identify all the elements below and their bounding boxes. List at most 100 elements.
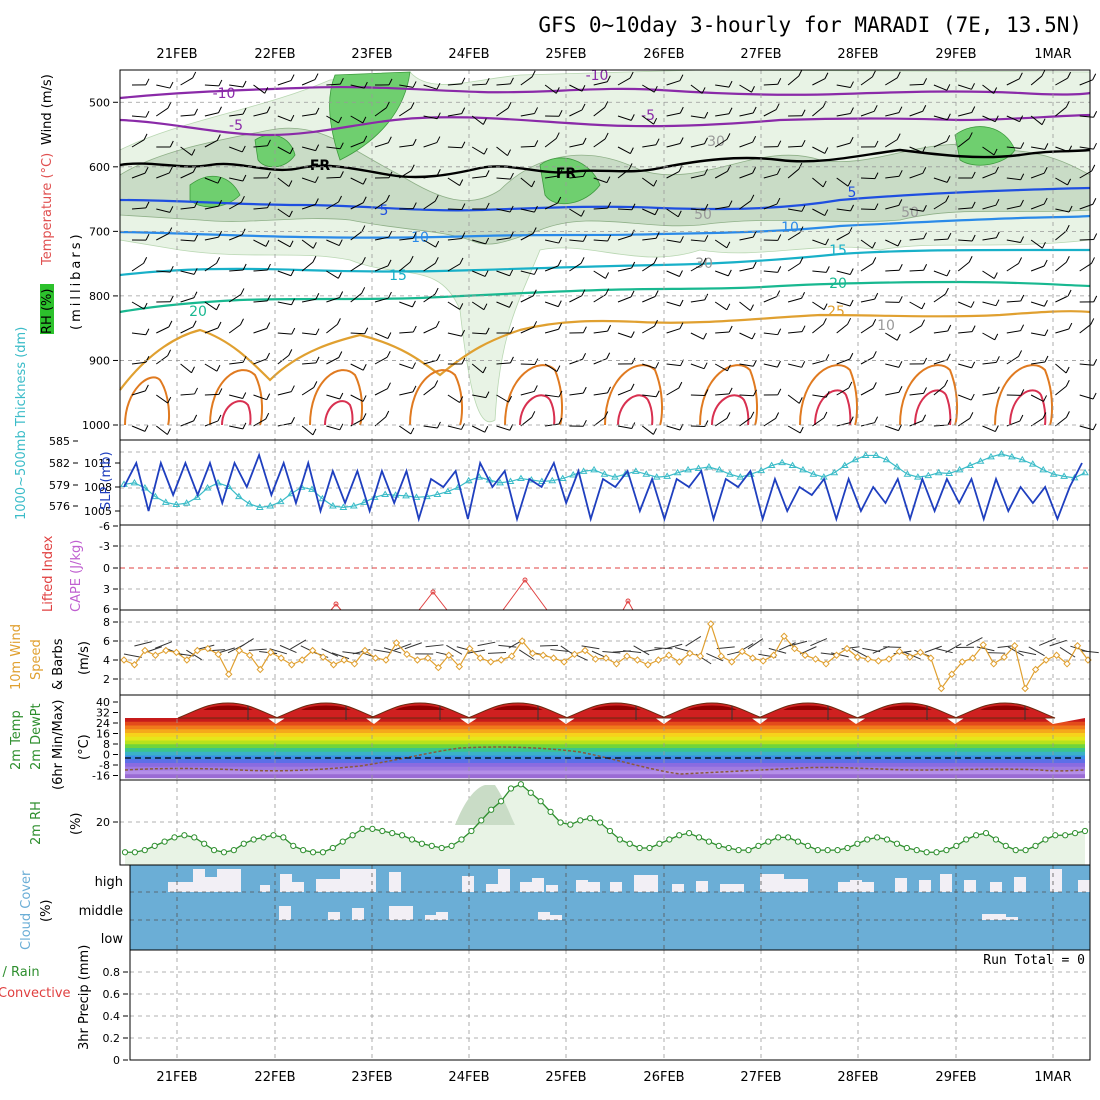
series-point (992, 836, 1000, 843)
wind-barb (860, 177, 876, 180)
wind-barb-flag (799, 426, 804, 434)
cloud-block-middle (436, 912, 448, 920)
cloud-blocks (168, 869, 1090, 920)
wind-barb (715, 270, 729, 277)
wind-barb-flag (312, 428, 317, 436)
wind-barb (617, 296, 632, 303)
series-point (943, 847, 950, 854)
temperature-hump (661, 702, 763, 719)
series-point (1028, 460, 1037, 467)
wind-barb (763, 173, 778, 179)
series-point (172, 500, 181, 508)
wind-barb-flag (750, 194, 755, 202)
wind-barb-flag (822, 180, 827, 188)
wind-barb (909, 301, 923, 310)
wind10m-panel: 8 6 4 2 10m Wind Speed & Barbs (m/s) (9, 609, 1099, 696)
series-point (497, 798, 505, 805)
wind-barb-flag (169, 206, 174, 213)
series-point (1042, 656, 1050, 664)
wind-barb (204, 420, 219, 427)
wind-barb-flag (410, 102, 415, 109)
wind-barb-flag (288, 180, 293, 187)
bottom-date-label: 23FEB (351, 1070, 392, 1085)
li-series (330, 577, 634, 611)
wind-barb-flag (1020, 294, 1025, 302)
series-point (987, 452, 995, 460)
wind-barb (180, 270, 195, 275)
cloud-block-high (1014, 877, 1026, 892)
series-point (488, 806, 495, 813)
wind-barb (1030, 301, 1045, 307)
series-point (193, 493, 202, 500)
wind-barb (131, 207, 146, 210)
wind-barb (544, 301, 559, 308)
series-point (853, 653, 862, 661)
temperature-label: Temperature (°C) (40, 153, 55, 266)
wind-barb (545, 394, 560, 398)
wind-barb-flag (874, 140, 879, 148)
wind-barb (763, 270, 778, 273)
wind-barb (982, 301, 997, 307)
wind-barb-flag (1043, 300, 1048, 307)
wind-barb-flag (679, 322, 684, 329)
wind-barb-flag (461, 203, 466, 210)
wind-barb (399, 391, 414, 396)
series-point (448, 842, 455, 849)
wind-barb (350, 84, 365, 89)
wind-barb-flag (242, 356, 247, 363)
wind-barb (180, 146, 193, 156)
temperature-band (125, 721, 1085, 726)
wind-barb (909, 83, 924, 86)
wind-barb (1079, 238, 1094, 241)
wind-barb-flag (726, 303, 731, 311)
wind-barb (277, 301, 292, 306)
wind-barb-flag (388, 230, 393, 238)
wind-barb (957, 261, 970, 272)
wind-barb (836, 84, 851, 89)
wind-barb (787, 394, 800, 404)
wind-barb (399, 425, 412, 435)
series-point (725, 844, 732, 852)
wind-barb-flag (336, 318, 341, 325)
wind-barb-flag (752, 261, 757, 269)
wind-barb-flag (362, 116, 367, 124)
wind-barb-flag (822, 318, 827, 325)
contour-label: -5 (229, 118, 243, 134)
series-point (418, 840, 426, 847)
series-point (934, 468, 943, 476)
series-point (131, 849, 138, 856)
wind-barb (399, 331, 414, 334)
cloud-block-high (280, 874, 292, 892)
wind-barb (301, 177, 316, 184)
cloud-block-middle (538, 912, 550, 920)
wind-barb-flag (896, 71, 901, 79)
wind-barb-flag (995, 386, 1000, 393)
wind-barb-flag (775, 103, 780, 110)
series-point (528, 649, 537, 658)
wind-barb-flag (508, 301, 513, 308)
wind-barb (253, 207, 268, 210)
wind-barb-flag (898, 263, 903, 271)
wind-barb-flag (702, 257, 707, 265)
series-point (270, 832, 277, 839)
wind-barb (1055, 295, 1069, 303)
wind-barb (569, 143, 584, 148)
wind-barb-flag (461, 329, 465, 337)
wind-barb-flag (315, 107, 320, 115)
wind-barb (204, 177, 219, 184)
series-point (359, 825, 366, 832)
wind-barb-flag (946, 176, 951, 183)
wind-barb-flag (485, 202, 490, 210)
wind-barb (229, 361, 244, 365)
wind-barb-flag (410, 427, 415, 435)
cloud-block-high (610, 882, 622, 892)
wind-barb-flag (655, 232, 660, 239)
wind-barb-flag (435, 320, 440, 328)
wind10m-barb (342, 651, 361, 655)
series-point (220, 849, 228, 856)
wind-barb (180, 326, 194, 334)
wind-barb (544, 265, 559, 272)
wind-barb-flag (461, 232, 466, 239)
wind-barb-flag (387, 259, 392, 267)
wind-barb (180, 77, 193, 86)
